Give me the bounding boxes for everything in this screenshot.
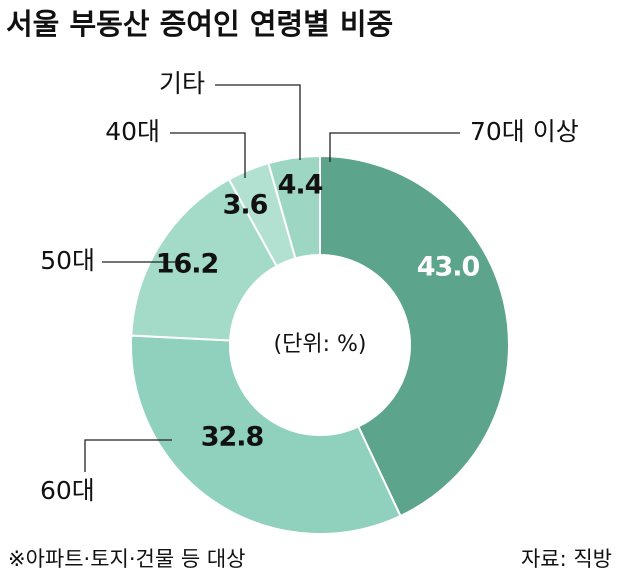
value-label: 32.8 (201, 422, 264, 453)
donut-slice (130, 334, 402, 535)
category-label: 기타 (159, 69, 205, 98)
leader-line (329, 132, 460, 162)
source: 자료: 직방 (521, 547, 612, 571)
category-label: 70대 이상 (470, 117, 579, 146)
category-label: 40대 (105, 117, 160, 146)
footnote: ※아파트·토지·건물 등 대상 (8, 547, 246, 571)
center-label: (단위: %) (274, 332, 367, 357)
leader-line (170, 132, 246, 178)
donut-slice (319, 154, 510, 518)
category-label: 50대 (40, 246, 95, 275)
leader-line (84, 439, 172, 472)
leader-line (215, 84, 301, 160)
value-label: 43.0 (417, 252, 480, 283)
value-label: 16.2 (156, 249, 219, 280)
donut-slice (130, 178, 278, 342)
value-label: 3.6 (223, 190, 268, 221)
donut-slice (267, 154, 321, 260)
category-label: 60대 (40, 476, 95, 505)
chart-title: 서울 부동산 증여인 연령별 비중 (6, 7, 393, 41)
value-label: 4.4 (278, 170, 323, 201)
